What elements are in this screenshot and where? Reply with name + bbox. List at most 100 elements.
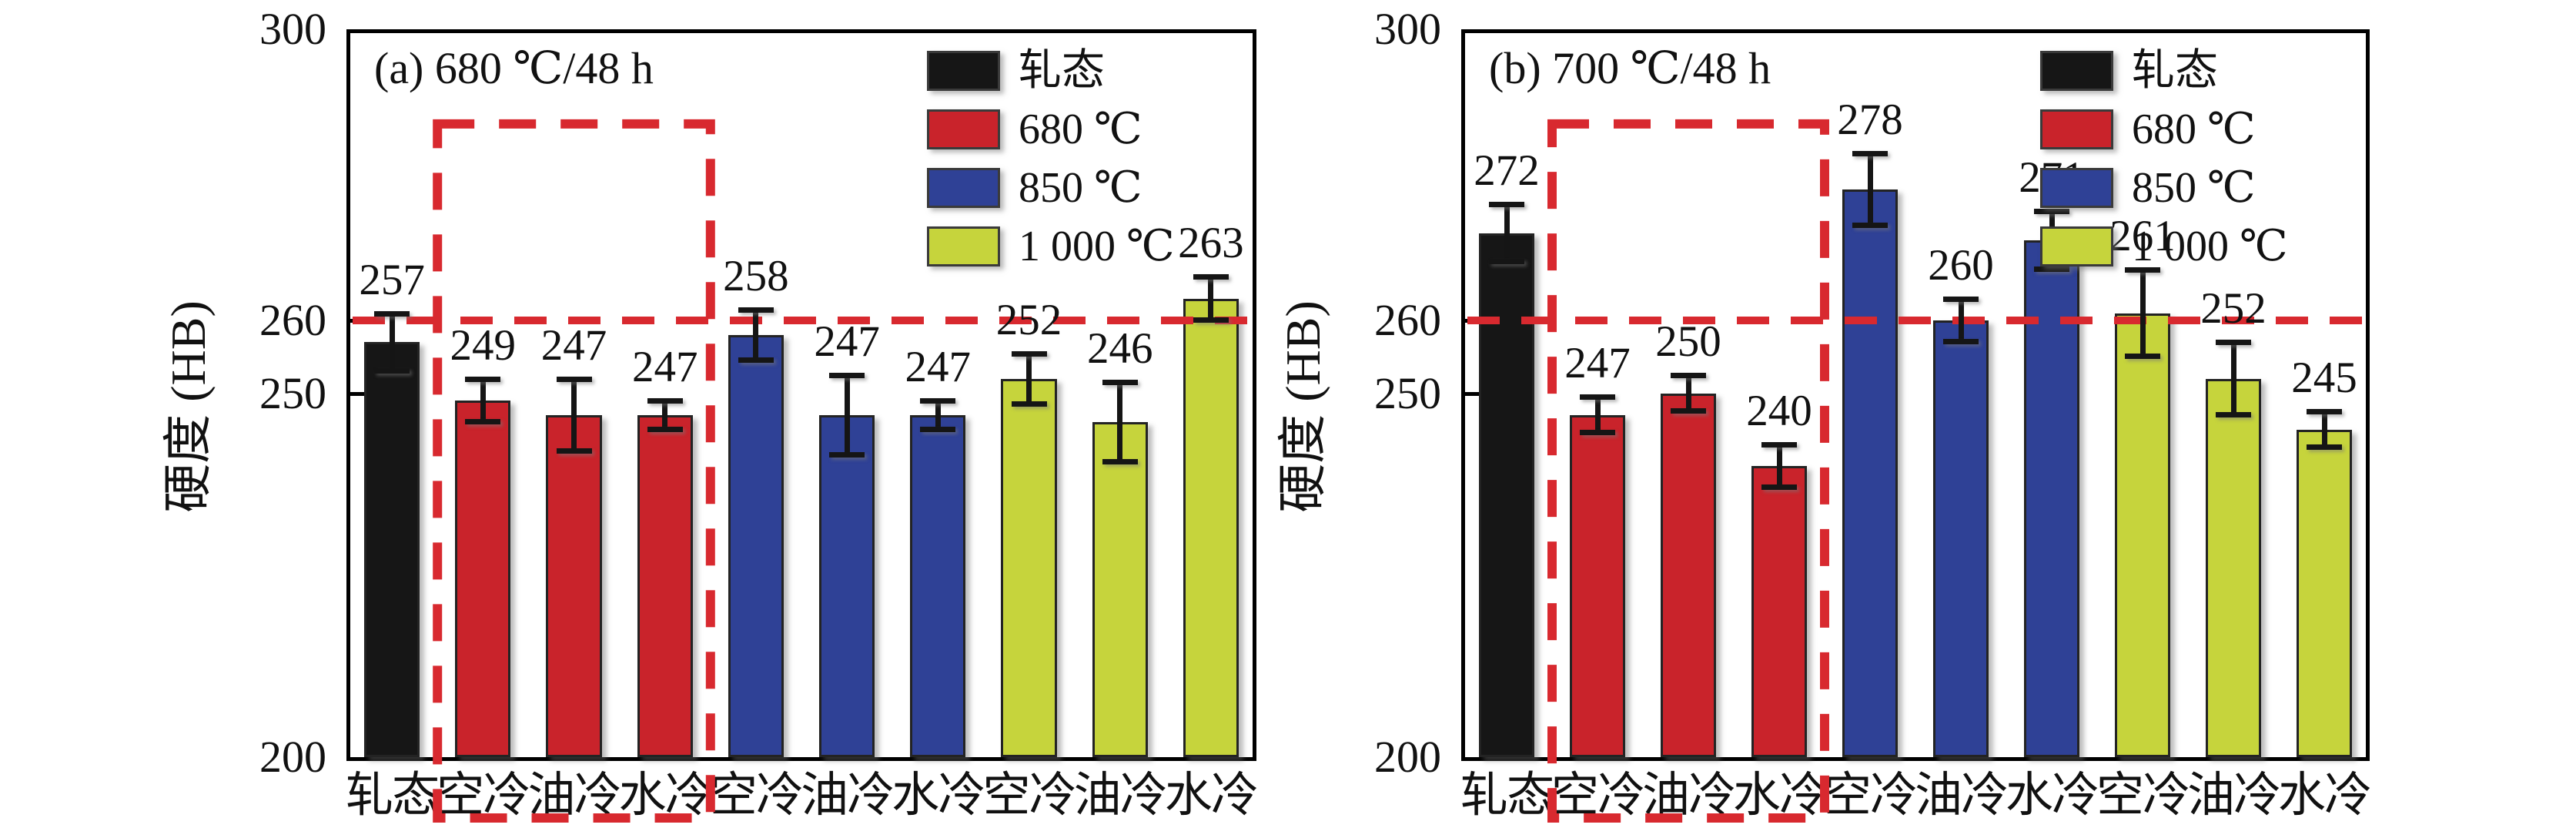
error-bar-cap-top: [1580, 394, 1615, 401]
x-tick-label: 油冷: [2186, 769, 2281, 822]
bar-value-label: 260: [1928, 240, 1994, 290]
legend-swatch: [2040, 51, 2113, 91]
error-bar-cap-top: [2307, 409, 2342, 415]
legend-label: 1 000 ℃: [2132, 223, 2288, 270]
error-bar-line: [844, 374, 850, 455]
error-bar-cap-bottom: [1943, 339, 1979, 345]
error-bar-line: [1776, 444, 1782, 488]
legend-item: 680 ℃: [927, 106, 1175, 153]
x-tick-label: 油冷: [1914, 769, 2009, 822]
plot-area: [1461, 29, 2370, 761]
bar: [1092, 422, 1148, 757]
x-tick-label: 轧态: [346, 769, 440, 822]
y-tick-mark: [1465, 391, 1479, 396]
error-bar-cap-bottom: [2307, 444, 2342, 451]
bar: [637, 414, 693, 757]
bar: [2297, 429, 2352, 757]
bar: [2024, 240, 2079, 757]
y-tick-label: 200: [259, 732, 326, 782]
error-bar-cap-top: [1852, 150, 1888, 156]
legend-label: 1 000 ℃: [1019, 223, 1175, 270]
error-bar-cap-bottom: [920, 426, 956, 432]
bar: [910, 414, 966, 757]
error-bar-line: [753, 309, 759, 360]
x-tick-label: 油冷: [527, 769, 621, 822]
error-bar-line: [935, 400, 941, 430]
y-tick-label: 260: [1374, 295, 1441, 345]
x-tick-label: 水冷: [618, 769, 713, 822]
bar-value-label: 250: [1655, 317, 1721, 366]
legend-swatch: [2040, 109, 2113, 149]
legend-swatch: [2040, 226, 2113, 267]
x-tick-label: 水冷: [2005, 769, 2099, 822]
x-tick-label: 空冷: [1823, 769, 1918, 822]
error-bar-cap-top: [1489, 201, 1524, 207]
error-bar-line: [1208, 277, 1214, 320]
error-bar-cap-top: [1943, 296, 1979, 302]
legend-label: 680 ℃: [2132, 106, 2256, 153]
error-bar-cap-top: [1011, 350, 1047, 357]
error-bar-cap-top: [647, 397, 683, 404]
error-bar-cap-bottom: [1671, 408, 1706, 414]
bar: [2206, 378, 2261, 757]
error-bar-cap-top: [1671, 372, 1706, 378]
error-bar-cap-top: [465, 376, 501, 382]
error-bar-line: [1594, 397, 1601, 434]
error-bar-cap-bottom: [374, 368, 410, 374]
x-tick-label: 轧态: [1460, 769, 1554, 822]
error-bar-cap-bottom: [2034, 266, 2069, 272]
legend-swatch: [927, 51, 1000, 91]
bar: [364, 342, 420, 757]
y-tick-label: 300: [1374, 4, 1441, 54]
bar-value-label: 247: [1564, 339, 1631, 388]
error-bar-cap-bottom: [1011, 401, 1047, 407]
error-bar-cap-top: [738, 307, 774, 313]
legend: 轧态 680 ℃ 850 ℃ 1 000 ℃: [2040, 48, 2288, 270]
error-bar-cap-bottom: [1193, 317, 1229, 323]
error-bar-line: [1685, 374, 1691, 412]
legend-item: 850 ℃: [927, 165, 1175, 211]
y-tick-mark: [350, 319, 364, 323]
error-bar-cap-top: [1193, 274, 1229, 280]
error-bar-line: [571, 378, 577, 452]
bar: [1842, 189, 1898, 757]
legend-item: 680 ℃: [2040, 106, 2288, 153]
y-tick-mark: [1465, 319, 1479, 323]
error-bar-cap-top: [829, 372, 865, 378]
error-bar-line: [662, 400, 668, 430]
error-bar-line: [2139, 269, 2146, 357]
y-tick-label: 200: [1374, 732, 1441, 782]
bar-value-label: 258: [723, 251, 789, 300]
x-tick-label: 油冷: [1641, 769, 1736, 822]
legend-label: 轧态: [1019, 47, 1105, 95]
legend-label: 850 ℃: [2132, 164, 2256, 212]
x-tick-label: 水冷: [1732, 769, 1827, 822]
bar-value-label: 247: [631, 342, 698, 391]
plot-area: [346, 29, 1256, 761]
bar: [1001, 378, 1057, 757]
x-tick-label: 空冷: [2096, 769, 2190, 822]
x-tick-label: 油冷: [1073, 769, 1168, 822]
error-bar-line: [480, 378, 486, 423]
legend-swatch: [927, 168, 1000, 208]
error-bar-cap-bottom: [2125, 354, 2160, 360]
legend-item: 轧态: [927, 48, 1175, 94]
y-tick-mark: [350, 391, 364, 396]
error-bar-cap-top: [374, 310, 410, 317]
error-bar-line: [2230, 342, 2236, 415]
bar: [1661, 393, 1716, 757]
legend-item: 轧态: [2040, 48, 2288, 94]
legend-label: 680 ℃: [1019, 106, 1142, 153]
error-bar-cap-bottom: [1489, 259, 1524, 265]
error-bar-line: [1026, 353, 1032, 404]
bar: [819, 414, 875, 757]
error-bar-line: [1958, 298, 1964, 343]
x-tick-label: 水冷: [892, 769, 985, 822]
x-tick-label: 空冷: [709, 769, 804, 822]
x-tick-label: 空冷: [982, 769, 1076, 822]
bar: [1479, 233, 1534, 757]
x-tick-label: 水冷: [1164, 769, 1259, 822]
error-bar-cap-top: [2125, 267, 2160, 273]
